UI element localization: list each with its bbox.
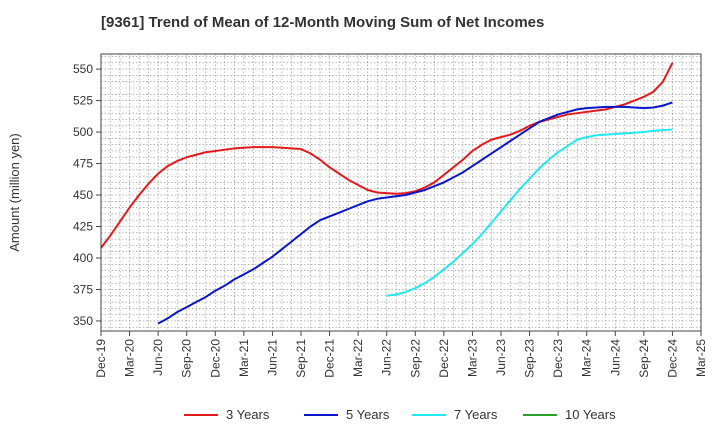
x-tick-label: Dec-20 xyxy=(208,339,222,378)
legend-label-3-years: 3 Years xyxy=(226,407,270,422)
x-tick-label: Mar-23 xyxy=(465,339,479,377)
plot-area-frame xyxy=(100,53,702,332)
x-tick-label: Sep-21 xyxy=(294,339,308,378)
legend-label-5-years: 5 Years xyxy=(346,407,390,422)
x-tick-label: Dec-24 xyxy=(665,339,679,378)
y-tick-label: 525 xyxy=(73,94,93,108)
x-tick-label: Jun-23 xyxy=(494,339,508,376)
y-tick-label: 450 xyxy=(73,188,93,202)
x-tick-label: Sep-23 xyxy=(523,339,537,378)
x-tick-label: Dec-21 xyxy=(323,339,337,378)
x-tick-label: Mar-25 xyxy=(694,339,708,377)
legend: 3 Years 5 Years 7 Years 10 Years xyxy=(184,407,616,422)
chart-title: [9361] Trend of Mean of 12-Month Moving … xyxy=(101,14,545,31)
x-axis-ticks: Dec-19 Mar-20 Jun-20 Sep-20 Dec-20 Mar-21 Jun-… xyxy=(94,331,708,378)
y-tick-label: 500 xyxy=(73,125,93,139)
y-tick-label: 425 xyxy=(73,219,93,233)
x-tick-label: Dec-22 xyxy=(437,339,451,378)
x-tick-label: Mar-22 xyxy=(351,339,365,377)
series-line-3-years xyxy=(100,62,674,249)
x-tick-label: Mar-20 xyxy=(123,339,137,377)
x-tick-label: Sep-20 xyxy=(180,339,194,378)
y-axis-ticks: 350 375 400 425 450 475 500 525 550 xyxy=(73,62,101,328)
legend-label-10-years: 10 Years xyxy=(565,407,616,422)
series-line-7-years xyxy=(386,128,673,297)
x-tick-label: Dec-19 xyxy=(94,339,108,378)
x-tick-label: Mar-24 xyxy=(580,339,594,377)
y-tick-label: 550 xyxy=(73,62,93,76)
x-tick-label: Jun-21 xyxy=(265,339,279,376)
x-tick-label: Sep-24 xyxy=(637,339,651,378)
y-tick-label: 350 xyxy=(73,314,93,328)
series-line-5-years xyxy=(157,101,673,325)
grid xyxy=(101,54,701,331)
series-lines xyxy=(100,62,674,325)
x-tick-label: Jun-24 xyxy=(608,339,622,376)
y-tick-label: 400 xyxy=(73,251,93,265)
x-tick-label: Jun-22 xyxy=(380,339,394,376)
x-tick-label: Jun-20 xyxy=(151,339,165,376)
legend-label-7-years: 7 Years xyxy=(454,407,498,422)
x-tick-label: Mar-21 xyxy=(237,339,251,377)
x-tick-label: Sep-22 xyxy=(408,339,422,378)
y-tick-label: 375 xyxy=(73,282,93,296)
y-axis-label: Amount (million yen) xyxy=(7,133,22,252)
y-tick-label: 475 xyxy=(73,157,93,171)
x-tick-label: Dec-23 xyxy=(551,339,565,378)
